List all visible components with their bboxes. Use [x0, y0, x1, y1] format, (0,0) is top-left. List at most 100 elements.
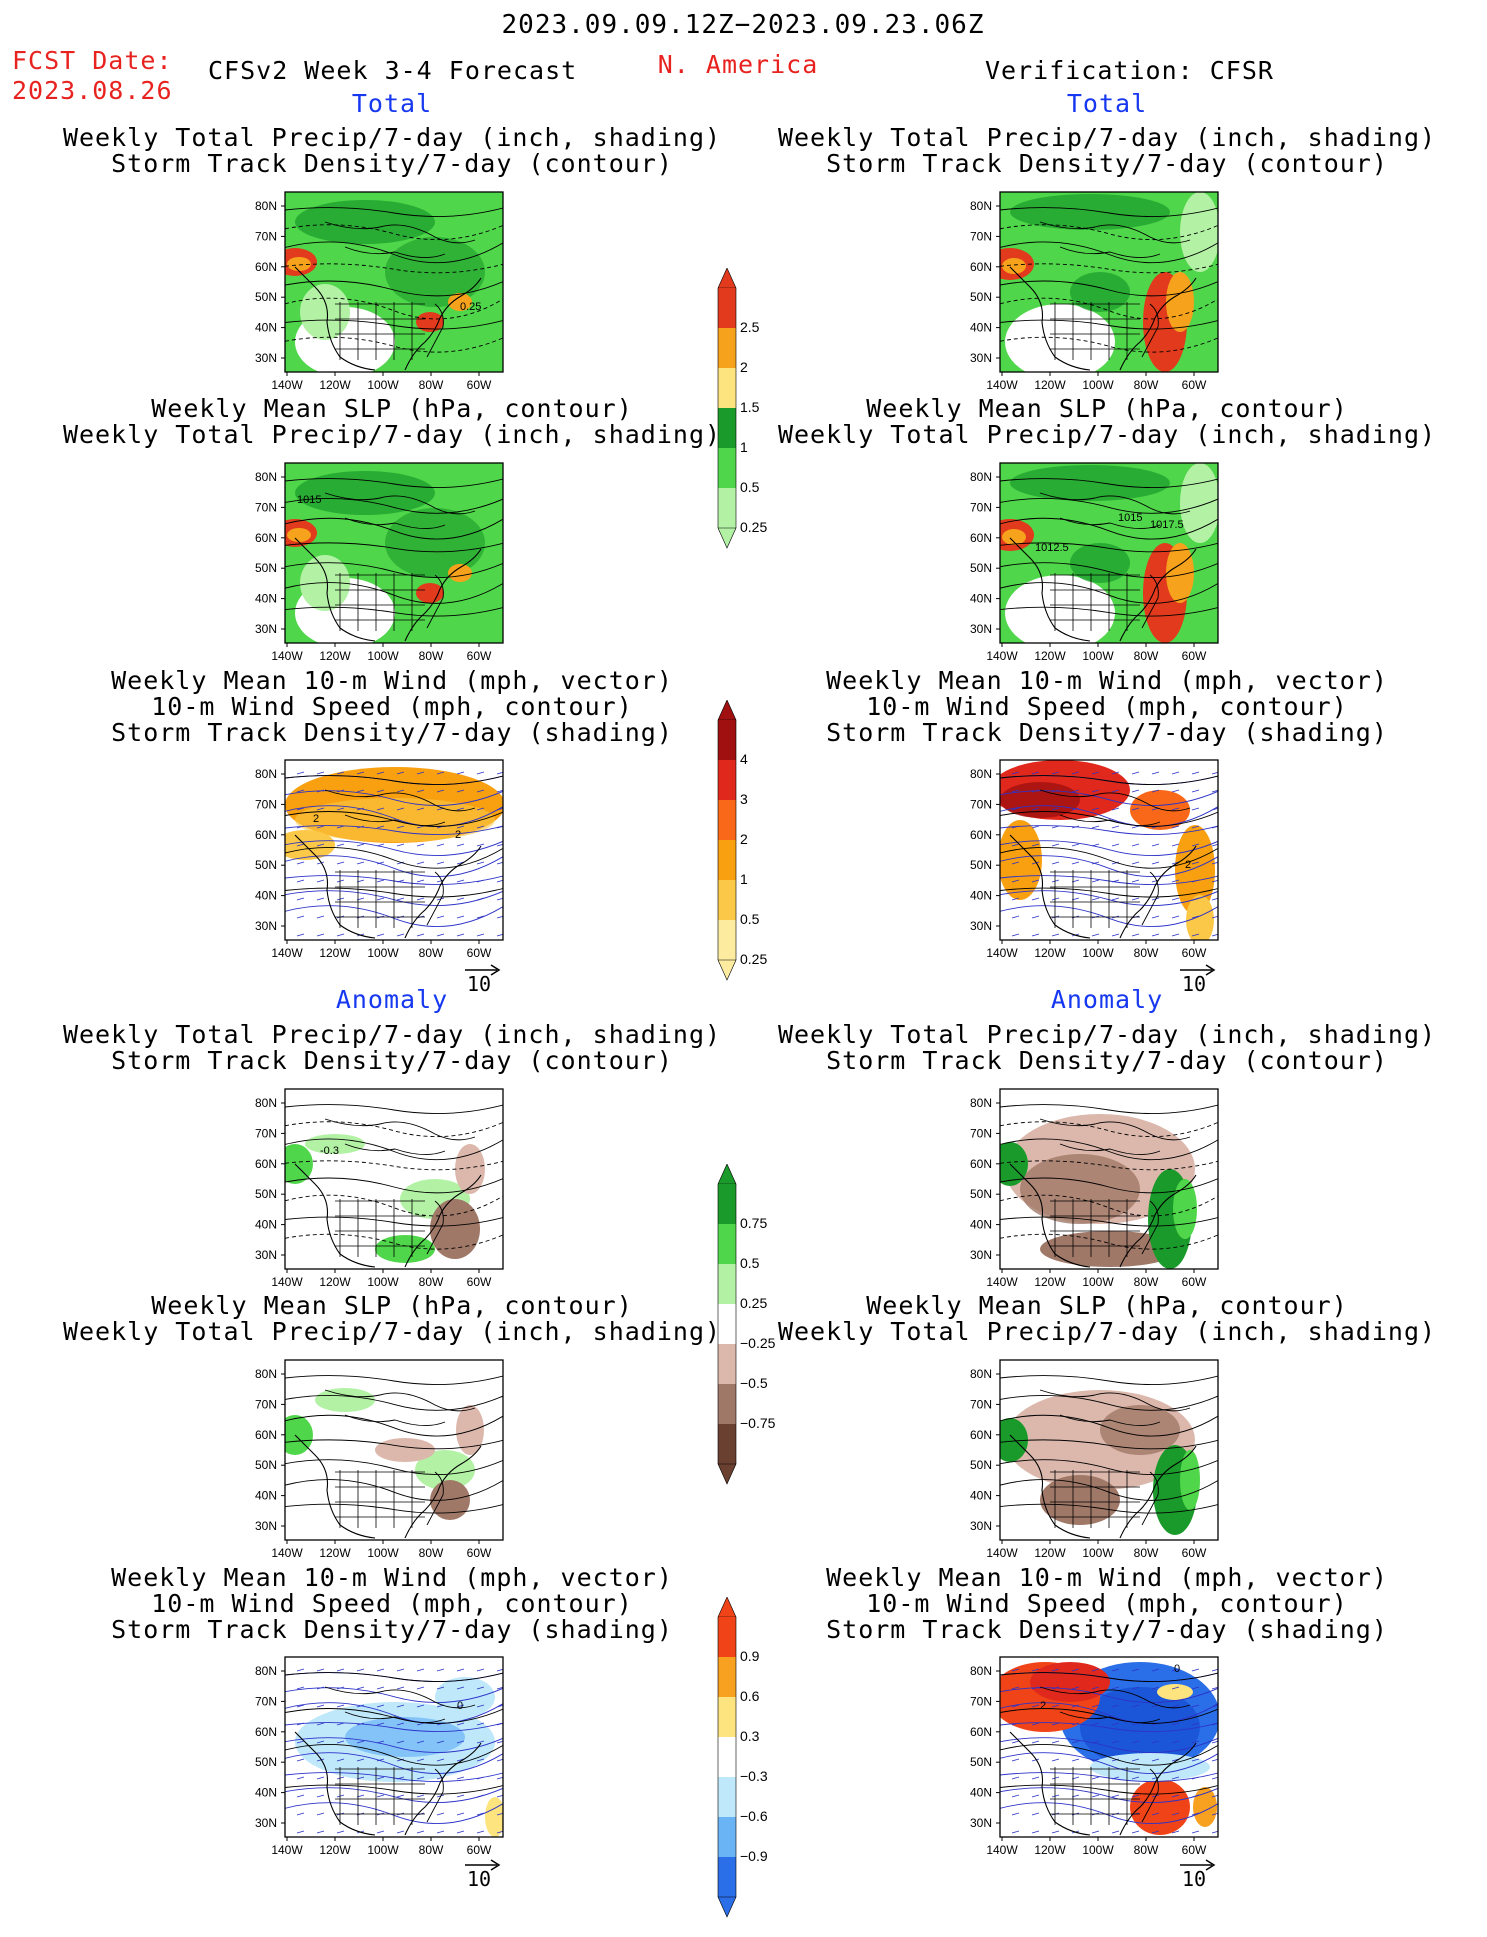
title-fc-total-wind: Weekly Mean 10-m Wind (mph, vector) 10-m … — [111, 668, 673, 746]
lat-tick-label: 40N — [970, 1786, 992, 1800]
lon-tick-label: 140W — [986, 1546, 1018, 1560]
colorbar-precip-anomaly: 0.75 0.5 0.25 −0.25 −0.5 −0.75 — [717, 1164, 776, 1485]
colorbar-label: 2 — [740, 831, 748, 847]
lat-tick-label: 30N — [255, 919, 277, 933]
colorbar-label: 0.5 — [740, 911, 760, 927]
panel-title-line: Weekly Total Precip/7-day (inch, shading… — [62, 1020, 722, 1049]
arrow-right-icon — [465, 1859, 501, 1871]
lat-tick-label: 30N — [255, 351, 277, 365]
lat-tick-label: 30N — [970, 622, 992, 636]
panel-title-line: Weekly Mean 10-m Wind (mph, vector) — [826, 1563, 1388, 1592]
lat-tick-label: 60N — [255, 260, 277, 274]
lon-tick-label: 80W — [419, 1275, 444, 1289]
panel-title-line: Weekly Total Precip/7-day (inch, shading… — [777, 1020, 1437, 1049]
colorbar-label: −0.25 — [740, 1335, 776, 1351]
lon-tick-label: 120W — [1034, 378, 1066, 392]
lat-tick-label: 50N — [255, 290, 277, 304]
colorbar-label: 0.5 — [740, 479, 760, 495]
fcst-label: FCST Date: — [12, 46, 173, 75]
lon-tick-label: 60W — [467, 946, 492, 960]
panel-title-line: 10-m Wind Speed (mph, contour) — [866, 1589, 1348, 1618]
panel-title-line: Storm Track Density/7-day (shading) — [111, 718, 673, 747]
date-range: 2023.09.09.12Z−2023.09.23.06Z — [501, 10, 985, 40]
lat-tick-label: 30N — [255, 1519, 277, 1533]
panel-title-line: Storm Track Density/7-day (shading) — [826, 718, 1388, 747]
vector-reference-2: 10 — [1178, 960, 1218, 996]
lon-tick-label: 60W — [1182, 1275, 1207, 1289]
colorbar-label: 0.3 — [740, 1728, 760, 1744]
lon-tick-label: 80W — [419, 1546, 444, 1560]
panel-title-line: 10-m Wind Speed (mph, contour) — [151, 692, 633, 721]
map-fc-anom-wind: 0 80N 70N 60N 50N 40N 30N 140W 120W 100W 80W 60W — [255, 1656, 504, 1857]
lon-tick-label: 60W — [1182, 649, 1207, 663]
lat-tick-label: 80N — [255, 470, 277, 484]
panel-title-line: Storm Track Density/7-day (shading) — [826, 1615, 1388, 1644]
lat-tick-label: 40N — [255, 1489, 277, 1503]
lat-tick-label: 40N — [255, 889, 277, 903]
lat-tick-label: 70N — [970, 500, 992, 514]
vector-reference-4: 10 — [1178, 1855, 1218, 1891]
lat-tick-label: 60N — [970, 828, 992, 842]
arrow-right-icon — [1180, 964, 1216, 976]
colorbar-swatch — [718, 760, 736, 800]
colorbar-swatch — [718, 488, 736, 528]
lat-tick-label: 80N — [970, 767, 992, 781]
lon-tick-label: 100W — [1082, 1843, 1114, 1857]
colorbar-storm-anomaly: 0.9 0.6 0.3 −0.3 −0.6 −0.9 — [717, 1597, 768, 1918]
lon-tick-label: 120W — [1034, 1843, 1066, 1857]
title-fc-total-slp: Weekly Mean SLP (hPa, contour) Weekly Tot… — [63, 396, 721, 448]
lon-tick-label: 60W — [1182, 378, 1207, 392]
lat-tick-label: 80N — [970, 470, 992, 484]
colorbar-swatch — [718, 800, 736, 840]
panel-title-line: Weekly Mean SLP (hPa, contour) — [866, 1291, 1348, 1320]
panel-title-line: Weekly Mean 10-m Wind (mph, vector) — [826, 666, 1388, 695]
lat-tick-label: 80N — [255, 1367, 277, 1381]
lat-tick-label: 30N — [970, 351, 992, 365]
lat-tick-label: 40N — [970, 1489, 992, 1503]
colorbar-label: −0.75 — [740, 1415, 776, 1431]
lon-tick-label: 100W — [1082, 1546, 1114, 1560]
colorbar-label: 2 — [740, 359, 748, 375]
lon-tick-label: 120W — [319, 378, 351, 392]
colorbar-label: −0.3 — [740, 1768, 768, 1784]
lon-tick-label: 80W — [419, 649, 444, 663]
lat-tick-label: 50N — [970, 1187, 992, 1201]
lat-tick-label: 50N — [255, 1187, 277, 1201]
lon-tick-label: 60W — [1182, 1546, 1207, 1560]
lat-tick-label: 60N — [970, 1725, 992, 1739]
lon-tick-label: 140W — [271, 1546, 303, 1560]
lon-tick-label: 60W — [467, 378, 492, 392]
panel-title-line: 10-m Wind Speed (mph, contour) — [151, 1589, 633, 1618]
map-ob-anom-wind: 2 0 80N 70N 60N 50N 40N 30N 140W 120W 100W 80W 60W — [970, 1656, 1219, 1857]
lat-tick-label: 60N — [970, 1157, 992, 1171]
lat-tick-label: 30N — [970, 1816, 992, 1830]
contour-label: 2 — [1040, 1700, 1046, 1712]
lon-tick-label: 80W — [1134, 1546, 1159, 1560]
section-total-left: Total — [351, 89, 433, 118]
map-ob-total-precip: 80N 70N 60N 50N 40N 30N 140W 120W 100W 80W 60W — [970, 191, 1219, 392]
lat-tick-label: 80N — [255, 1664, 277, 1678]
colorbar-swatch — [718, 1857, 736, 1897]
colorbar-swatch — [718, 288, 736, 328]
colorbar-swatch — [718, 1224, 736, 1264]
lat-tick-label: 80N — [255, 1096, 277, 1110]
lat-tick-label: 70N — [970, 229, 992, 243]
lat-tick-label: 60N — [255, 1725, 277, 1739]
lon-tick-label: 120W — [319, 1843, 351, 1857]
colorbar-swatch — [718, 1384, 736, 1424]
lon-tick-label: 80W — [1134, 1843, 1159, 1857]
colorbar-label: 0.5 — [740, 1255, 760, 1271]
panel-title-line: Weekly Total Precip/7-day (inch, shading… — [777, 123, 1437, 152]
panel-title-line: Weekly Mean SLP (hPa, contour) — [151, 394, 633, 423]
title-ob-total-slp: Weekly Mean SLP (hPa, contour) Weekly Tot… — [778, 396, 1436, 448]
lon-tick-label: 80W — [419, 378, 444, 392]
contour-label: 2 — [1185, 859, 1191, 871]
lat-tick-label: 50N — [970, 1755, 992, 1769]
lon-tick-label: 140W — [986, 1843, 1018, 1857]
colorbar-label: 1 — [740, 871, 748, 887]
lat-tick-label: 60N — [970, 260, 992, 274]
lat-tick-label: 80N — [970, 1096, 992, 1110]
panel-title-line: Weekly Total Precip/7-day (inch, shading… — [777, 420, 1437, 449]
lon-tick-label: 60W — [467, 1546, 492, 1560]
colorbar-swatch — [718, 1737, 736, 1777]
